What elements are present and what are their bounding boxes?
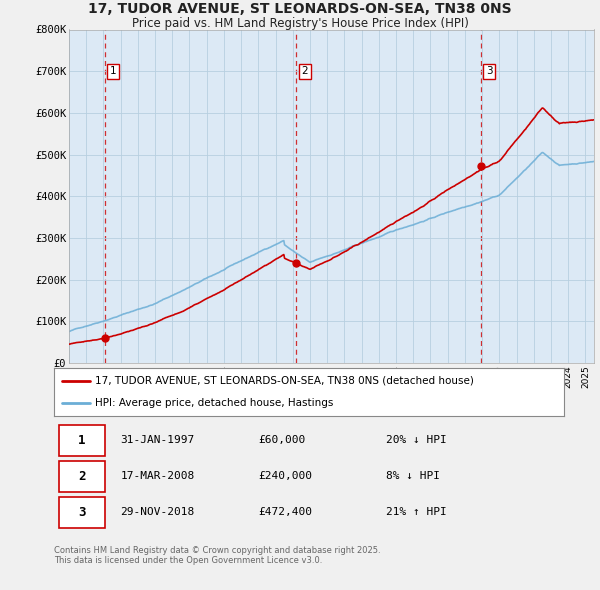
Text: £472,400: £472,400 — [258, 507, 312, 517]
Text: Price paid vs. HM Land Registry's House Price Index (HPI): Price paid vs. HM Land Registry's House … — [131, 17, 469, 30]
Text: 8% ↓ HPI: 8% ↓ HPI — [386, 471, 439, 481]
Text: 17, TUDOR AVENUE, ST LEONARDS-ON-SEA, TN38 0NS: 17, TUDOR AVENUE, ST LEONARDS-ON-SEA, TN… — [88, 2, 512, 16]
Text: HPI: Average price, detached house, Hastings: HPI: Average price, detached house, Hast… — [95, 398, 333, 408]
Text: 20% ↓ HPI: 20% ↓ HPI — [386, 435, 446, 445]
Text: £240,000: £240,000 — [258, 471, 312, 481]
Text: 1: 1 — [110, 66, 116, 76]
Text: 2: 2 — [302, 66, 308, 76]
FancyBboxPatch shape — [59, 425, 105, 455]
Text: 17, TUDOR AVENUE, ST LEONARDS-ON-SEA, TN38 0NS (detached house): 17, TUDOR AVENUE, ST LEONARDS-ON-SEA, TN… — [95, 376, 473, 386]
Text: 3: 3 — [486, 66, 493, 76]
FancyBboxPatch shape — [59, 461, 105, 491]
Text: 3: 3 — [78, 506, 86, 519]
Text: Contains HM Land Registry data © Crown copyright and database right 2025.
This d: Contains HM Land Registry data © Crown c… — [54, 546, 380, 565]
Text: £60,000: £60,000 — [258, 435, 305, 445]
Text: 21% ↑ HPI: 21% ↑ HPI — [386, 507, 446, 517]
Text: 2: 2 — [78, 470, 86, 483]
Text: 31-JAN-1997: 31-JAN-1997 — [120, 435, 194, 445]
Text: 29-NOV-2018: 29-NOV-2018 — [120, 507, 194, 517]
Text: 1: 1 — [78, 434, 86, 447]
Text: 17-MAR-2008: 17-MAR-2008 — [120, 471, 194, 481]
FancyBboxPatch shape — [59, 497, 105, 527]
